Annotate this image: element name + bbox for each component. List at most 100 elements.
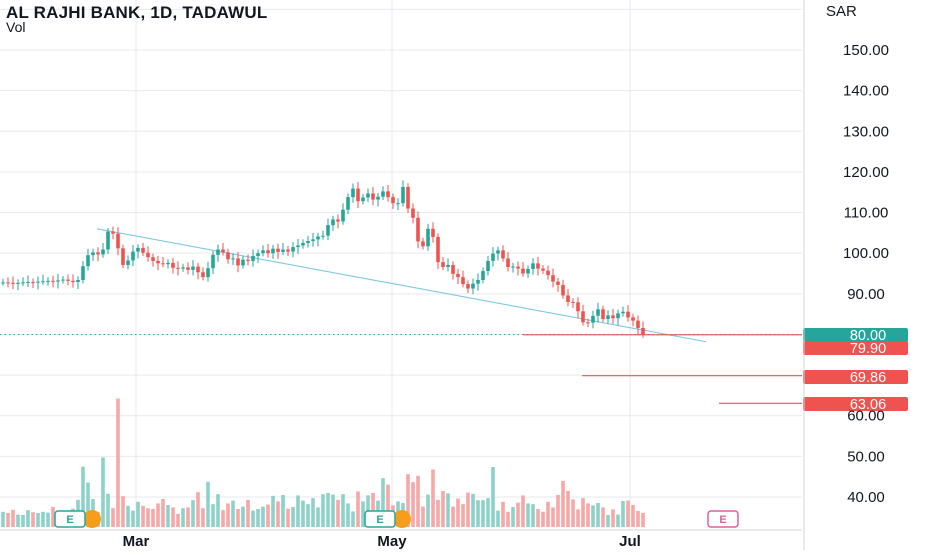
candle-body	[186, 267, 190, 270]
earnings-marker-label: E	[719, 514, 726, 526]
price-level-label: 63.06	[850, 397, 886, 413]
volume-bar	[626, 500, 630, 527]
x-tick-label: Mar	[123, 533, 150, 550]
volume-bar	[276, 501, 280, 527]
volume-bar	[416, 475, 420, 527]
y-tick-label: 110.00	[844, 205, 889, 222]
candle-body	[511, 266, 515, 268]
candle-body	[631, 317, 635, 321]
candle-body	[601, 309, 605, 320]
volume-bar	[316, 507, 320, 527]
candle-body	[241, 259, 245, 266]
candle-body	[16, 282, 20, 284]
candle-body	[171, 262, 175, 268]
candle-body	[86, 255, 90, 267]
candle-body	[291, 247, 295, 252]
volume-bar	[641, 513, 645, 527]
price-level-label: 69.86	[850, 370, 886, 386]
candle-body	[406, 186, 410, 209]
currency-label: SAR	[826, 3, 857, 20]
volume-bar	[596, 503, 600, 527]
candle-body	[321, 235, 325, 237]
volume-bar	[221, 510, 225, 527]
candle-body	[346, 197, 350, 210]
candle-body	[396, 203, 400, 205]
volume-bar	[466, 492, 470, 527]
volume-bar	[506, 511, 510, 527]
volume-bar	[266, 504, 270, 527]
volume-bar	[371, 493, 375, 527]
candle-body	[621, 311, 625, 314]
volume-bar	[306, 504, 310, 527]
volume-bar	[171, 507, 175, 527]
volume-bar	[461, 504, 465, 527]
volume-bar	[46, 512, 50, 527]
volume-bar	[476, 500, 480, 527]
volume-bar	[136, 501, 140, 527]
candle-body	[306, 240, 310, 244]
volume-bar	[196, 492, 200, 527]
candle-body	[611, 315, 615, 319]
volume-bar	[241, 506, 245, 527]
volume-bar	[101, 457, 105, 527]
candle-body	[426, 228, 430, 247]
volume-bar	[231, 500, 235, 527]
candle-body	[491, 253, 495, 261]
candle-body	[121, 248, 125, 265]
candle-body	[561, 284, 565, 296]
candle-body	[461, 277, 465, 285]
volume-bar	[291, 507, 295, 527]
x-tick-label: May	[377, 533, 407, 550]
volume-bar	[211, 504, 215, 527]
candle-body	[61, 279, 65, 281]
volume-bar	[116, 398, 120, 527]
candle-body	[436, 236, 440, 263]
candle-body	[591, 315, 595, 323]
volume-bar	[521, 495, 525, 527]
candle-body	[246, 259, 250, 261]
candle-body	[486, 260, 490, 272]
candle-body	[336, 219, 340, 222]
earnings-marker	[54, 510, 86, 528]
volume-bar	[636, 511, 640, 527]
candle-body	[576, 302, 580, 312]
volume-bar	[201, 508, 205, 527]
candle-body	[371, 193, 375, 200]
candle-body	[156, 260, 160, 264]
candle-body	[276, 248, 280, 252]
volume-bar	[16, 514, 20, 527]
volume-bar	[566, 491, 570, 527]
candle-body	[201, 272, 205, 278]
candle-body	[526, 269, 530, 274]
candle-body	[551, 275, 555, 282]
volume-bar	[501, 501, 505, 527]
candle-body	[126, 260, 130, 265]
volume-bar	[356, 491, 360, 527]
volume-bar	[336, 499, 340, 527]
trendline	[96, 228, 707, 343]
price-level-badge	[803, 328, 908, 342]
candle-body	[606, 315, 610, 320]
volume-bar	[361, 501, 365, 527]
candle-body	[76, 280, 80, 283]
candle-body	[141, 247, 145, 253]
earnings-marker-dot	[393, 510, 411, 528]
volume-bar	[351, 511, 355, 527]
volume-bar	[321, 494, 325, 527]
volume-bar	[296, 495, 300, 527]
candle-body	[211, 254, 215, 269]
volume-indicator-label[interactable]: Vol	[6, 19, 26, 35]
candle-body	[466, 284, 470, 289]
candle-body	[536, 263, 540, 269]
volume-bar	[606, 515, 610, 527]
volume-bar	[161, 499, 165, 527]
volume-bar	[271, 495, 275, 527]
candle-body	[541, 268, 545, 271]
volume-bar	[181, 508, 185, 527]
volume-bar	[451, 506, 455, 527]
candle-body	[221, 249, 225, 253]
volume-bar	[311, 498, 315, 527]
